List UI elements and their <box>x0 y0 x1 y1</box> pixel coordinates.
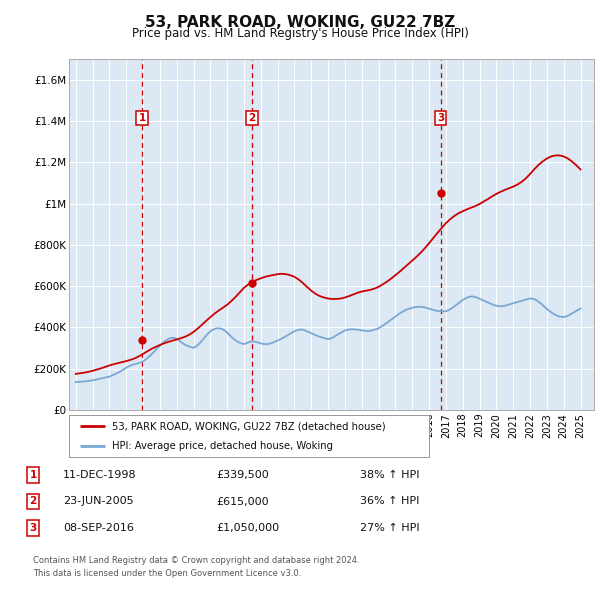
Text: £1,050,000: £1,050,000 <box>216 523 279 533</box>
Text: 3: 3 <box>29 523 37 533</box>
Text: 3: 3 <box>437 113 444 123</box>
Text: Price paid vs. HM Land Registry's House Price Index (HPI): Price paid vs. HM Land Registry's House … <box>131 27 469 40</box>
Text: 08-SEP-2016: 08-SEP-2016 <box>63 523 134 533</box>
Text: £339,500: £339,500 <box>216 470 269 480</box>
Text: £615,000: £615,000 <box>216 497 269 506</box>
Text: 23-JUN-2005: 23-JUN-2005 <box>63 497 134 506</box>
Text: 36% ↑ HPI: 36% ↑ HPI <box>360 497 419 506</box>
Text: 1: 1 <box>139 113 146 123</box>
Text: 27% ↑ HPI: 27% ↑ HPI <box>360 523 419 533</box>
Text: 53, PARK ROAD, WOKING, GU22 7BZ: 53, PARK ROAD, WOKING, GU22 7BZ <box>145 15 455 30</box>
Text: 53, PARK ROAD, WOKING, GU22 7BZ (detached house): 53, PARK ROAD, WOKING, GU22 7BZ (detache… <box>112 421 386 431</box>
Text: 1: 1 <box>29 470 37 480</box>
Text: 11-DEC-1998: 11-DEC-1998 <box>63 470 137 480</box>
Text: 2: 2 <box>248 113 256 123</box>
Text: 2: 2 <box>29 497 37 506</box>
Text: HPI: Average price, detached house, Woking: HPI: Average price, detached house, Woki… <box>112 441 333 451</box>
Text: 38% ↑ HPI: 38% ↑ HPI <box>360 470 419 480</box>
Text: Contains HM Land Registry data © Crown copyright and database right 2024.
This d: Contains HM Land Registry data © Crown c… <box>33 556 359 578</box>
